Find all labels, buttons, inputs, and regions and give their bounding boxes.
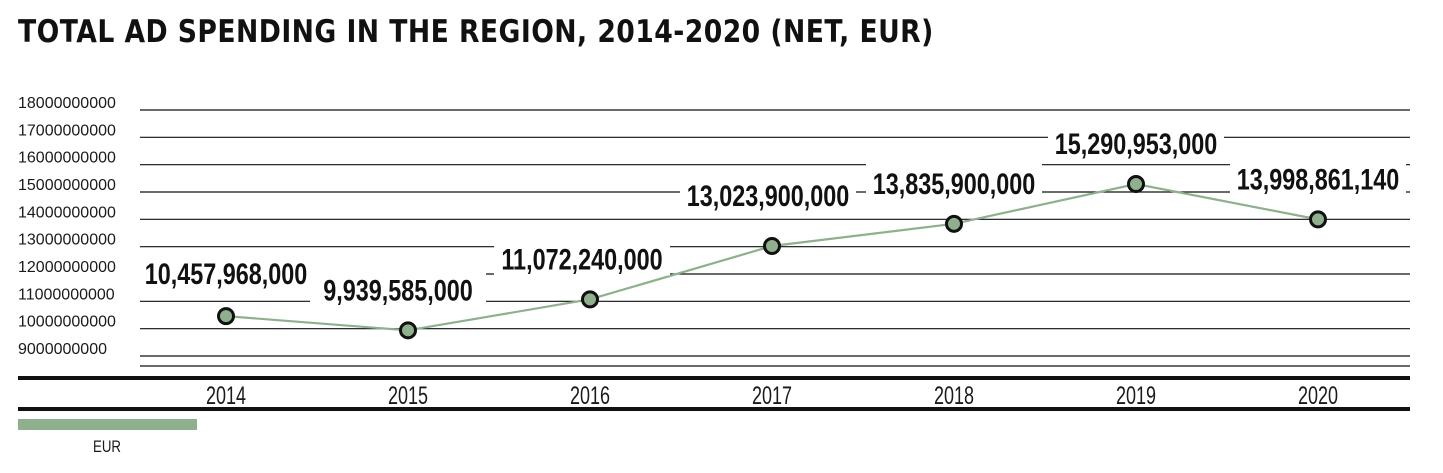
data-label: 9,939,585,000 (323, 274, 473, 307)
y-tick-label: 14000000000 (18, 204, 116, 221)
chart-title: TOTAL AD SPENDING IN THE REGION, 2014-20… (18, 14, 934, 50)
data-point (399, 321, 417, 340)
data-point (217, 307, 235, 326)
y-tick-label: 18000000000 (18, 95, 116, 112)
data-label-background (680, 174, 856, 213)
data-label-background (310, 268, 486, 307)
data-label-background (1230, 157, 1406, 196)
data-point (1309, 210, 1327, 229)
x-tick-label: 2014 (206, 381, 246, 410)
x-axis (18, 376, 1410, 411)
x-tick-label: 2016 (570, 381, 610, 410)
data-label-background (866, 161, 1042, 200)
x-axis-tick-labels: 2014 2015 2016 2017 2018 2019 2020 (206, 381, 1338, 410)
x-tick-label: 2018 (934, 381, 974, 410)
data-points (217, 175, 1327, 340)
x-tick-label: 2015 (388, 381, 428, 410)
data-label: 13,998,861,140 (1237, 163, 1400, 196)
data-label: 15,290,953,000 (1055, 127, 1218, 160)
data-point (945, 214, 963, 233)
y-tick-label: 16000000000 (18, 150, 116, 167)
legend-swatch (18, 419, 197, 430)
data-labels: 10,457,968,000 9,939,585,000 11,072,240,00… (138, 122, 1406, 307)
x-tick-label: 2019 (1116, 381, 1156, 410)
x-tick-label: 2020 (1298, 381, 1338, 410)
data-point (1127, 175, 1145, 194)
data-point (581, 290, 599, 309)
y-tick-label: 9000000000 (18, 341, 107, 358)
data-label: 13,835,900,000 (873, 167, 1036, 200)
data-label-background (1048, 122, 1224, 161)
y-tick-label: 10000000000 (18, 314, 116, 331)
y-tick-label: 13000000000 (18, 232, 116, 249)
data-label-background (138, 252, 314, 291)
y-tick-label: 12000000000 (18, 259, 116, 276)
data-label-background (494, 237, 670, 276)
y-axis-tick-labels: 18000000000 17000000000 16000000000 1500000… (18, 95, 116, 358)
y-tick-label: 11000000000 (18, 286, 115, 303)
data-point (763, 237, 781, 256)
legend-label: EUR (93, 438, 121, 457)
y-tick-label: 15000000000 (18, 177, 116, 194)
y-tick-label: 17000000000 (18, 122, 116, 139)
data-label: 11,072,240,000 (501, 243, 662, 276)
legend: EUR (18, 419, 197, 456)
data-label: 10,457,968,000 (145, 257, 308, 290)
x-tick-label: 2017 (752, 381, 792, 410)
data-label: 13,023,900,000 (687, 179, 850, 212)
